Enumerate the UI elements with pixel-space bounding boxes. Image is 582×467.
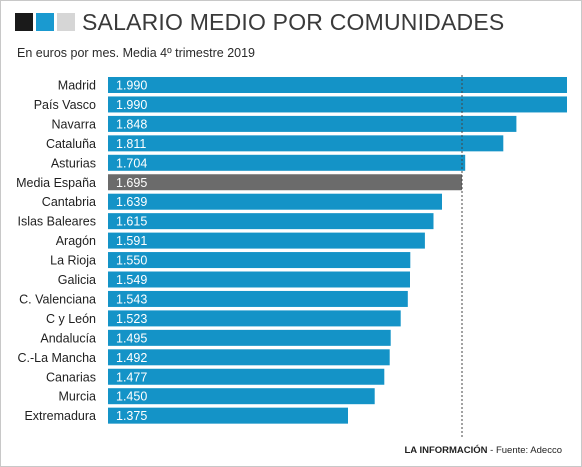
category-label: C. Valenciana xyxy=(19,292,96,306)
bar xyxy=(108,271,410,288)
value-label: 1.639 xyxy=(116,195,147,209)
category-label: Cataluña xyxy=(46,137,96,151)
category-label: Andalucía xyxy=(40,331,96,345)
category-label: Media España xyxy=(16,176,96,190)
category-label: Islas Baleares xyxy=(17,215,96,229)
value-label: 1.695 xyxy=(116,176,147,190)
gray-square-icon xyxy=(57,13,75,31)
value-label: 1.477 xyxy=(116,370,147,384)
bar xyxy=(108,115,517,132)
category-label: País Vasco xyxy=(34,98,96,112)
bar xyxy=(108,349,390,366)
value-label: 1.492 xyxy=(116,351,147,365)
bar xyxy=(108,368,385,385)
value-label: 1.704 xyxy=(116,156,147,170)
chart-title: SALARIO MEDIO POR COMUNIDADES xyxy=(82,9,505,35)
value-label: 1.543 xyxy=(116,292,147,306)
source-brand: LA INFORMACIÓN xyxy=(404,445,488,456)
bar xyxy=(108,174,462,191)
category-label: Canarias xyxy=(46,370,96,384)
value-label: 1.990 xyxy=(116,98,147,112)
value-label: 1.990 xyxy=(116,79,147,93)
category-label: Navarra xyxy=(52,117,97,131)
value-label: 1.550 xyxy=(116,254,147,268)
bar xyxy=(108,154,466,171)
value-label: 1.615 xyxy=(116,215,147,229)
category-label: La Rioja xyxy=(50,254,96,268)
category-label: C.-La Mancha xyxy=(17,351,96,365)
value-label: 1.450 xyxy=(116,390,147,404)
bar xyxy=(108,213,434,230)
value-label: 1.591 xyxy=(116,234,147,248)
category-label: Extremadura xyxy=(24,409,96,423)
chart-subtitle: En euros por mes. Media 4º trimestre 201… xyxy=(17,46,256,60)
value-label: 1.811 xyxy=(116,137,146,151)
bar xyxy=(108,407,348,424)
value-label: 1.549 xyxy=(116,273,147,287)
source-text: - Fuente: Adecco xyxy=(487,445,562,456)
bar xyxy=(108,232,425,249)
category-label: Asturias xyxy=(51,156,96,170)
bar xyxy=(108,96,567,113)
bar xyxy=(108,329,391,346)
blue-square-icon xyxy=(36,13,54,31)
value-label: 1.375 xyxy=(116,409,147,423)
value-label: 1.523 xyxy=(116,312,147,326)
category-label: Murcia xyxy=(58,390,96,404)
value-label: 1.848 xyxy=(116,117,147,131)
bar xyxy=(108,77,567,93)
black-square-icon xyxy=(15,13,33,31)
bar xyxy=(108,310,401,327)
category-label: Cantabria xyxy=(42,195,96,209)
bar xyxy=(108,290,408,307)
category-label: Galicia xyxy=(58,273,96,287)
value-label: 1.495 xyxy=(116,331,147,345)
category-label: C y León xyxy=(46,312,96,326)
bar xyxy=(108,193,442,210)
category-label: Madrid xyxy=(58,79,96,93)
bar xyxy=(108,252,411,269)
source-note: LA INFORMACIÓN - Fuente: Adecco xyxy=(405,445,563,456)
category-label: Aragón xyxy=(56,234,96,248)
bar xyxy=(108,135,504,152)
bar xyxy=(108,388,375,405)
